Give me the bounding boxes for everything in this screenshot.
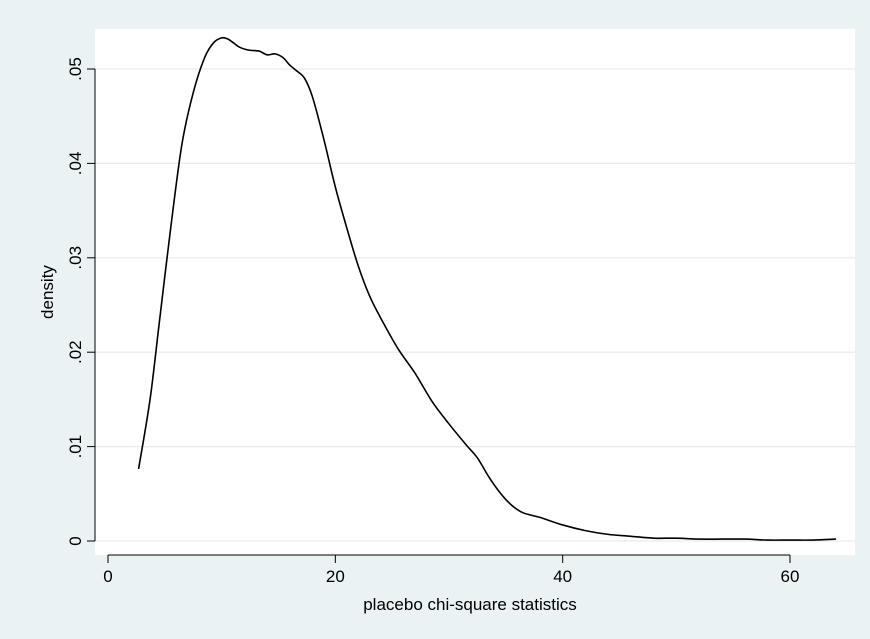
y-tick-label: .05 — [66, 57, 85, 81]
x-tick-label: 20 — [326, 567, 345, 586]
x-tick-label: 0 — [103, 567, 112, 586]
y-tick-label: 0 — [66, 536, 85, 545]
x-axis: 0 20 40 60 — [103, 554, 800, 586]
x-axis-title: placebo chi-square statistics — [363, 595, 577, 614]
y-axis: 0 .01 .02 .03 .04 .05 — [66, 57, 96, 546]
y-tick-label: .01 — [66, 435, 85, 459]
y-tick-label: .03 — [66, 246, 85, 270]
x-tick-label: 60 — [781, 567, 800, 586]
x-tick-label: 40 — [553, 567, 572, 586]
plot-area — [95, 29, 855, 555]
y-tick-label: .04 — [66, 152, 85, 176]
y-tick-label: .02 — [66, 340, 85, 364]
y-axis-title: density — [38, 265, 57, 319]
series-group — [137, 36, 837, 541]
density-line-0 — [137, 36, 837, 541]
grid-lines — [95, 68, 855, 542]
